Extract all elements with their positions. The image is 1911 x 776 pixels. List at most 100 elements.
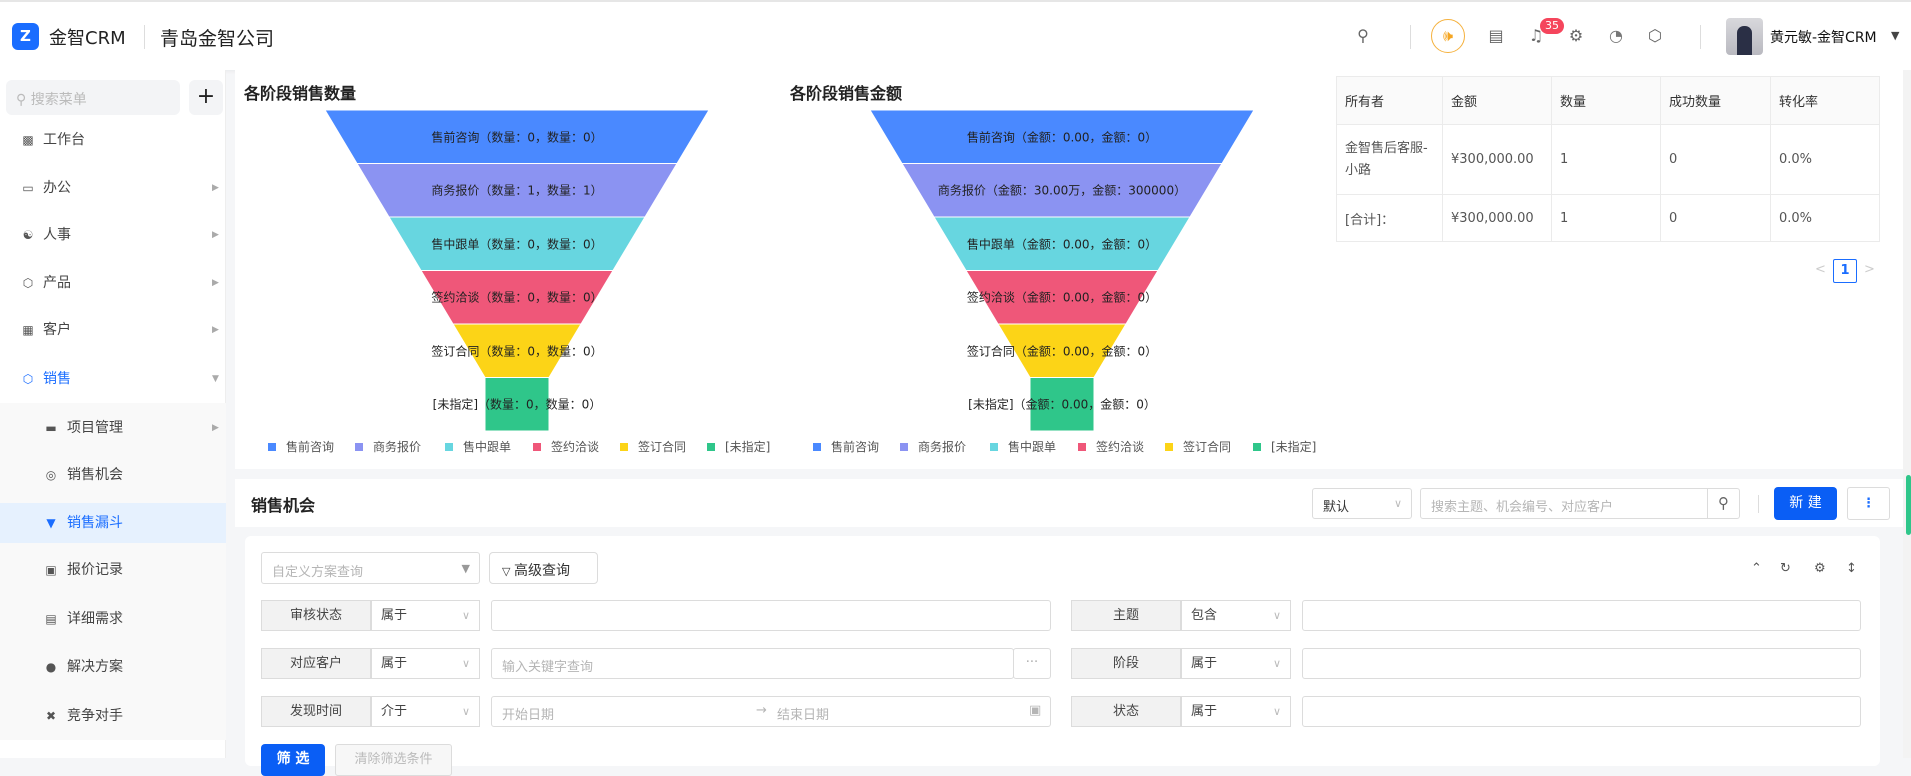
table-row: 金智售后客服-小路 ¥300,000.00 1 0 0.0%: [1336, 124, 1880, 195]
caret-down-icon[interactable]: ▼: [1891, 29, 1900, 42]
legend-item[interactable]: [未指定]: [1253, 438, 1316, 455]
speaker-icon[interactable]: 🕪: [1431, 19, 1465, 53]
sidebar-item-customer[interactable]: ▦ 客户 ▶: [0, 310, 226, 350]
chart-title-count: 各阶段销售数量: [244, 84, 357, 103]
sidebar-item-solutions[interactable]: ● 解决方案: [0, 647, 226, 687]
filter-label-customer: 对应客户: [261, 648, 371, 679]
legend-label: 售前咨询: [286, 440, 335, 454]
sales-icon: ⬡: [22, 372, 34, 386]
sidebar-item-office[interactable]: ▭ 办公 ▶: [0, 168, 226, 208]
user-name[interactable]: 黄元敏-金智CRM: [1770, 30, 1877, 46]
sidebar-item-workbench[interactable]: ▩ 工作台: [0, 120, 226, 160]
clear-filters-button[interactable]: 清除筛选条件: [335, 744, 452, 776]
legend-item[interactable]: 签约洽谈: [1078, 438, 1144, 455]
legend-swatch: [1253, 443, 1261, 451]
funnel-label: 签约洽谈（金额：0.00，金额：0）: [966, 290, 1158, 305]
operator-select[interactable]: 属于 ∨: [371, 600, 480, 631]
date-range-input[interactable]: 开始日期 → 结束日期 ▣: [491, 696, 1051, 727]
legend-item[interactable]: 售前咨询: [813, 438, 879, 455]
settings-icon[interactable]: ⚙: [1814, 561, 1826, 576]
sort-select[interactable]: 默认 ∨: [1312, 488, 1412, 519]
new-button[interactable]: 新 建: [1774, 487, 1837, 520]
sidebar-item-hr[interactable]: ☯ 人事 ▶: [0, 215, 226, 255]
chevron-down-icon: ∨: [1272, 705, 1281, 718]
sidebar-item-sales[interactable]: ⬡ 销售 ▼: [0, 359, 226, 399]
chevron-down-icon: ∨: [461, 705, 470, 718]
sidebar-item-product[interactable]: ⬡ 产品 ▶: [0, 263, 226, 303]
scheme-select[interactable]: 自定义方案查询 ▼: [261, 552, 480, 584]
chevron-right-icon: ▶: [212, 423, 219, 433]
label: 项目管理: [67, 420, 123, 436]
stage-input[interactable]: [1302, 648, 1861, 679]
operator-select[interactable]: 属于 ∨: [1181, 648, 1291, 679]
funnel-segment[interactable]: [484, 377, 550, 432]
funnel-label: 签订合同（金额：0.00，金额：0）: [966, 344, 1158, 359]
filter-label-subject: 主题: [1071, 600, 1181, 631]
legend-item[interactable]: 售中跟单: [445, 438, 511, 455]
pie-chart-icon[interactable]: ◔: [1609, 26, 1623, 45]
add-button[interactable]: +: [189, 80, 223, 115]
advanced-search-button[interactable]: ▽ 高级查询: [489, 552, 598, 584]
prev-page-icon[interactable]: <: [1815, 262, 1826, 277]
divider: [144, 25, 145, 49]
customer-input[interactable]: 输入关键字查询: [491, 648, 1014, 679]
search-placeholder: 搜索主题、机会编号、对应客户: [1431, 500, 1614, 515]
legend-swatch: [990, 443, 998, 451]
funnel-segment[interactable]: [1029, 377, 1095, 432]
search-icon[interactable]: ⚲: [1357, 26, 1369, 45]
legend-item[interactable]: 商务报价: [900, 438, 966, 455]
search-icon[interactable]: ⚲: [1707, 489, 1739, 518]
scrollbar-thumb[interactable]: [1906, 475, 1911, 535]
operator-select[interactable]: 属于 ∨: [371, 648, 480, 679]
legend-item[interactable]: 签订合同: [1165, 438, 1231, 455]
summary-table: 所有者 金额 数量 成功数量 转化率 金智售后客服-小路 ¥300,000.00…: [1336, 76, 1880, 242]
cell: 0: [1660, 124, 1771, 195]
operator-value: 属于: [381, 656, 408, 671]
submenu: [0, 403, 226, 740]
legend-item[interactable]: 售前咨询: [268, 438, 334, 455]
operator-value: 介于: [381, 704, 408, 719]
page-1-button[interactable]: 1: [1833, 259, 1857, 283]
shield-icon[interactable]: ⬡: [1648, 26, 1662, 45]
sidebar-item-sales-funnel[interactable]: ▼ 销售漏斗: [0, 503, 226, 543]
inbox-icon[interactable]: ▤: [1488, 26, 1504, 45]
review-status-input[interactable]: [491, 600, 1051, 631]
operator-value: 包含: [1191, 608, 1218, 623]
column-header: 所有者: [1336, 76, 1443, 125]
operator-value: 属于: [381, 608, 408, 623]
operator-select[interactable]: 包含 ∨: [1181, 600, 1291, 631]
label: 详细需求: [67, 611, 123, 627]
filter-button[interactable]: 筛 选: [261, 744, 325, 776]
gear-icon[interactable]: ⚙: [1568, 26, 1584, 45]
sidebar-item-projects[interactable]: ▬ 项目管理 ▶: [0, 408, 226, 448]
operator-select[interactable]: 属于 ∨: [1181, 696, 1291, 727]
resize-icon[interactable]: ↕: [1846, 561, 1857, 576]
legend-item[interactable]: 售中跟单: [990, 438, 1056, 455]
company-name[interactable]: 青岛金智公司: [160, 28, 275, 50]
page-scrollbar[interactable]: [1903, 70, 1911, 758]
legend-item[interactable]: 签约洽谈: [533, 438, 599, 455]
status-input[interactable]: [1302, 696, 1861, 727]
bell-icon[interactable]: ♫: [1528, 26, 1544, 45]
avatar[interactable]: [1726, 18, 1763, 55]
sidebar-item-quotes[interactable]: ▣ 报价记录: [0, 550, 226, 590]
building-icon: ▦: [22, 323, 34, 337]
search-placeholder: 搜索菜单: [30, 92, 87, 108]
legend-item[interactable]: 商务报价: [355, 438, 421, 455]
customer-picker-button[interactable]: ···: [1013, 648, 1051, 679]
search-input[interactable]: 搜索主题、机会编号、对应客户: [1420, 488, 1740, 519]
legend-item[interactable]: 签订合同: [620, 438, 686, 455]
next-page-icon[interactable]: >: [1864, 262, 1875, 277]
subject-input[interactable]: [1302, 600, 1861, 631]
refresh-icon[interactable]: ↻: [1780, 561, 1791, 576]
more-button[interactable]: ⋮: [1847, 487, 1890, 520]
sidebar-item-competitors[interactable]: ✖ 竞争对手: [0, 696, 226, 736]
collapse-icon[interactable]: ⌃: [1751, 561, 1762, 576]
operator-select[interactable]: 介于 ∨: [371, 696, 480, 727]
legend-item[interactable]: [未指定]: [707, 438, 770, 455]
legend-label: 签订合同: [638, 440, 687, 454]
sidebar-item-requirements[interactable]: ▤ 详细需求: [0, 599, 226, 639]
sidebar-item-opportunities[interactable]: ◎ 销售机会: [0, 455, 226, 495]
menu-search-input[interactable]: ⚲ 搜索菜单: [6, 80, 180, 115]
funnel-label: [未指定]（金额：0.00，金额：0）: [968, 397, 1156, 412]
